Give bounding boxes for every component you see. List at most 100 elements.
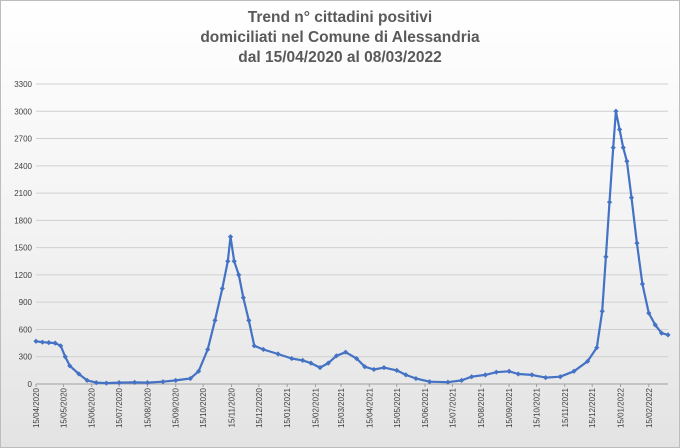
data-point [394, 367, 400, 373]
data-point [371, 366, 377, 373]
x-tick-label: 15/06/2021 [421, 387, 430, 428]
data-point [413, 375, 419, 382]
data-point [362, 364, 368, 370]
y-tick-label: 2100 [14, 189, 32, 198]
data-point [52, 340, 58, 346]
x-tick-label: 15/03/2021 [337, 387, 346, 428]
x-tick-label: 15/06/2020 [88, 387, 97, 428]
x-tick-label: 15/05/2020 [59, 387, 68, 428]
x-tick-label: 15/11/2021 [561, 387, 570, 427]
data-point [144, 380, 151, 386]
y-tick-label: 0 [28, 380, 33, 389]
data-point [628, 195, 635, 201]
y-tick-label: 1200 [14, 271, 32, 280]
data-point [529, 372, 535, 378]
x-tick-label: 15/02/2022 [645, 387, 654, 428]
data-point [187, 375, 193, 382]
data-point [308, 360, 314, 366]
x-tick-label: 15/09/2020 [172, 387, 181, 428]
data-point [515, 371, 521, 377]
data-point [594, 345, 600, 351]
data-point [84, 377, 90, 383]
data-point [616, 126, 623, 133]
data-point [603, 254, 609, 260]
data-point [67, 363, 73, 369]
x-tick-label: 15/09/2021 [505, 387, 514, 428]
data-point [469, 374, 475, 380]
data-point [205, 346, 211, 353]
data-point [212, 317, 218, 323]
data-point [33, 338, 39, 344]
chart-title-line-3: dal 15/04/2020 al 08/03/2022 [238, 49, 442, 66]
data-point [132, 379, 138, 385]
data-point [227, 234, 234, 240]
x-tick-label: 15/05/2021 [393, 387, 402, 428]
data-point [317, 365, 323, 371]
data-point [231, 258, 237, 264]
data-point [103, 380, 109, 386]
data-point [246, 317, 252, 323]
x-tick-label: 15/04/2020 [32, 387, 41, 428]
chart-title-line-1: Trend n° cittadini positivi [247, 9, 433, 26]
data-point [665, 332, 671, 338]
data-point [493, 369, 499, 375]
x-tick-label: 15/07/2020 [115, 387, 124, 428]
data-point [343, 349, 349, 355]
y-tick-label: 2400 [14, 162, 32, 171]
data-point [506, 368, 512, 374]
y-tick-label: 1500 [14, 244, 32, 253]
data-point [639, 281, 646, 287]
x-tick-label: 15/01/2021 [283, 387, 292, 428]
data-point [76, 371, 82, 377]
data-point [300, 357, 306, 363]
x-tick-label: 15/08/2020 [143, 387, 152, 428]
data-point [427, 379, 433, 385]
data-point [240, 295, 246, 301]
data-point [236, 272, 242, 278]
data-point [381, 365, 387, 371]
data-point [93, 380, 99, 386]
x-tick-label: 15/07/2021 [448, 387, 457, 428]
x-tick-label: 15/10/2020 [199, 387, 208, 428]
data-point [116, 380, 122, 386]
y-tick-label: 300 [19, 353, 33, 362]
data-point [260, 346, 267, 353]
data-point [458, 377, 465, 383]
data-point [652, 322, 658, 328]
y-tick-label: 3300 [14, 80, 32, 89]
data-point [333, 353, 340, 359]
y-tick-label: 3000 [14, 107, 32, 116]
data-point [557, 374, 563, 380]
chart-title-line-2: domiciliati nel Comune di Alessandria [200, 29, 480, 46]
data-point [585, 358, 591, 364]
data-point [62, 354, 68, 360]
data-point [599, 308, 605, 314]
x-tick-label: 15/02/2021 [311, 387, 320, 428]
data-point [219, 285, 225, 292]
data-point [46, 340, 52, 346]
data-point [225, 258, 231, 264]
x-tick-label: 15/04/2021 [365, 387, 374, 428]
x-tick-label: 15/11/2020 [227, 387, 236, 427]
data-point [543, 375, 549, 381]
x-tick-label: 15/08/2021 [477, 387, 486, 428]
data-point [613, 108, 619, 114]
data-point [58, 343, 64, 349]
data-point [195, 368, 202, 374]
data-point [634, 240, 640, 246]
x-tick-label: 15/12/2020 [255, 387, 264, 428]
data-point [39, 339, 45, 345]
data-point [606, 199, 613, 205]
data-point [659, 330, 665, 336]
data-point [173, 377, 179, 383]
y-tick-label: 600 [19, 325, 33, 334]
x-tick-label: 15/01/2022 [617, 387, 626, 428]
data-point [624, 158, 630, 164]
data-point [610, 145, 616, 151]
x-tick-label: 15/10/2021 [532, 387, 541, 428]
x-tick-label: 15/12/2021 [588, 387, 597, 428]
data-point [160, 379, 166, 385]
chart-title: Trend n° cittadini positivi domiciliati … [0, 8, 680, 68]
y-tick-label: 2700 [14, 135, 32, 144]
data-point [325, 360, 331, 366]
